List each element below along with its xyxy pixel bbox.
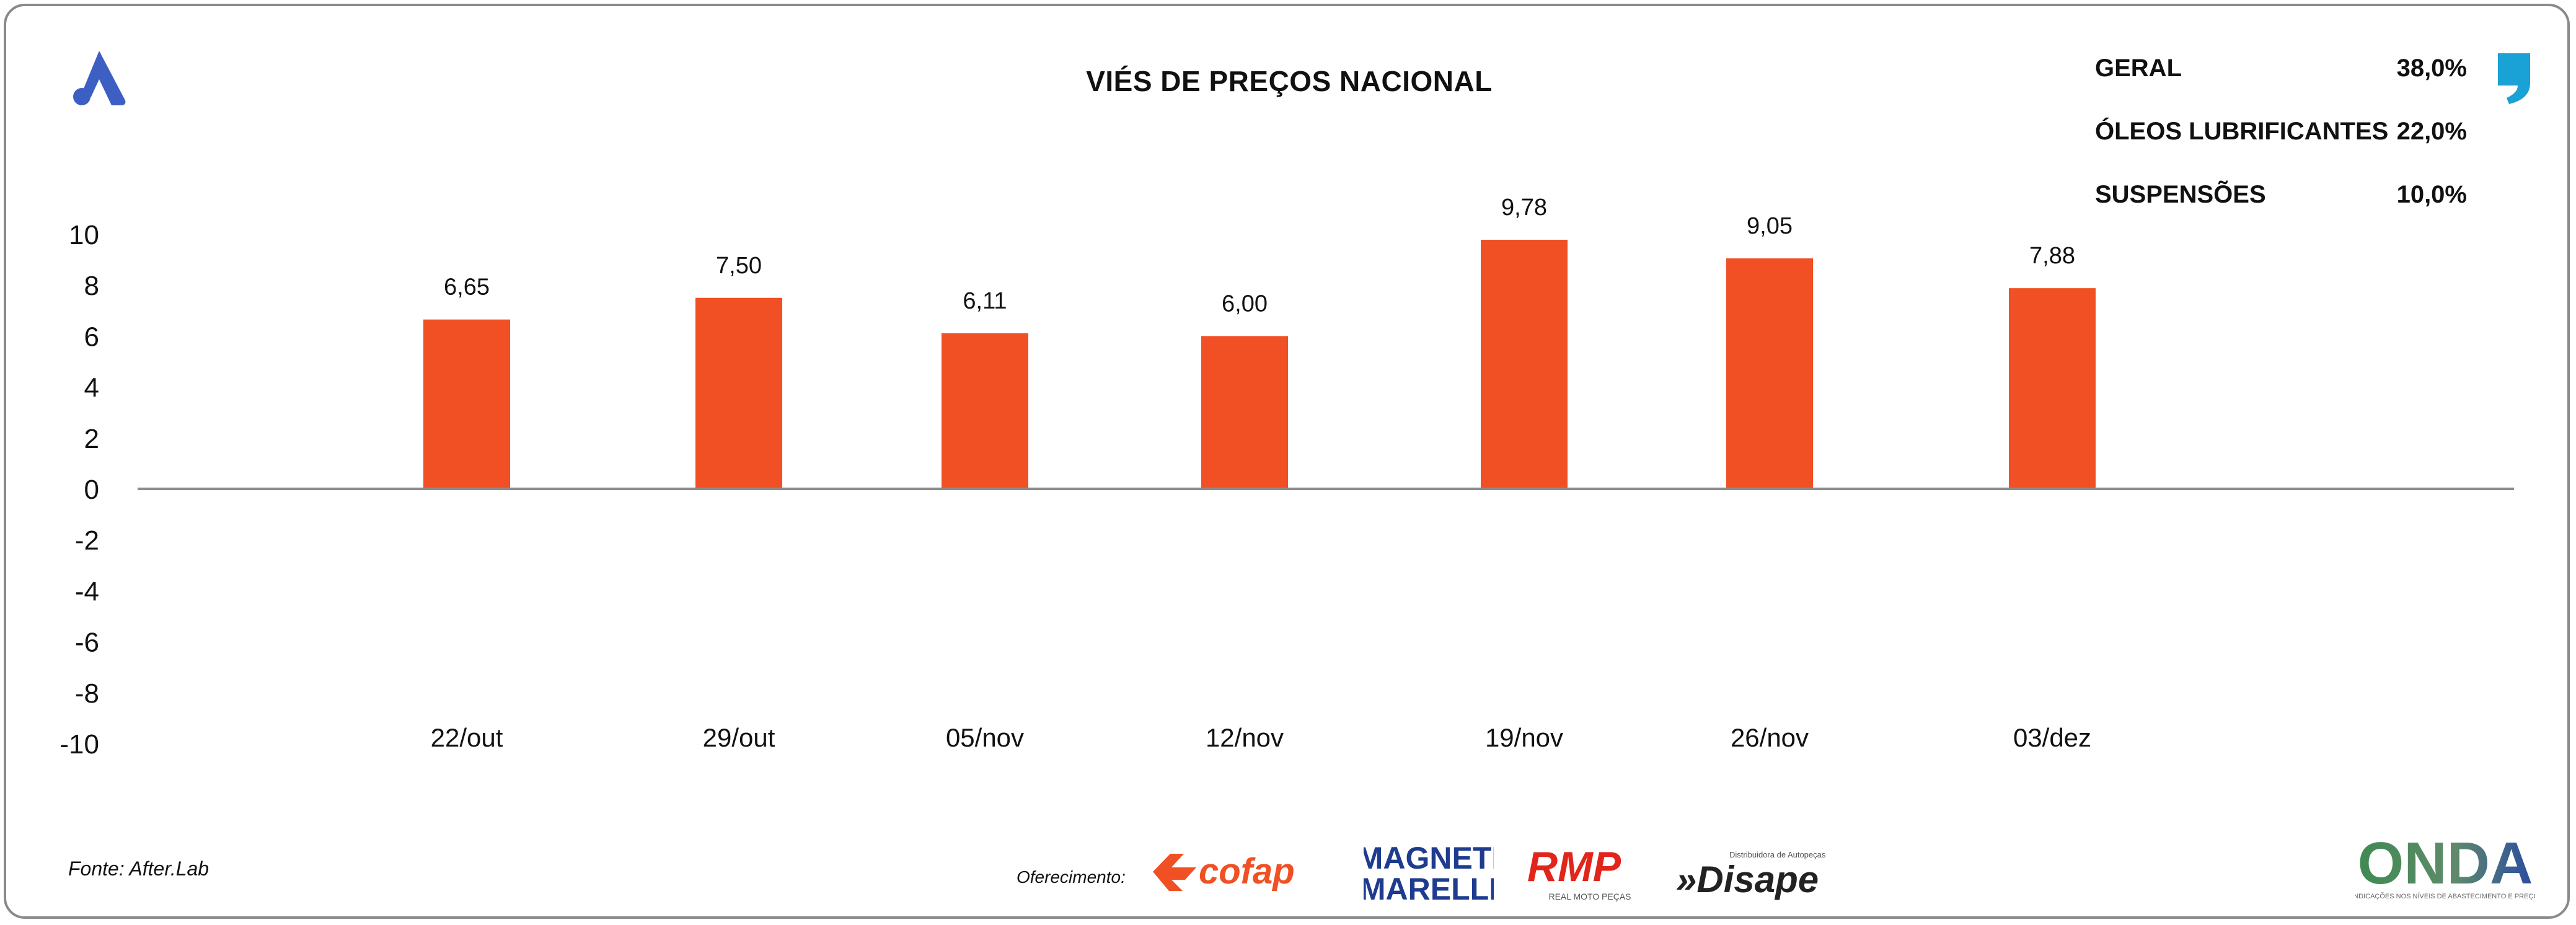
bar xyxy=(695,297,782,489)
stat-label: ÓLEOS LUBRIFICANTES xyxy=(2095,118,2389,145)
onda-subtitle: INDICAÇÕES NOS NÍVEIS DE ABASTECIMENTO E… xyxy=(2355,892,2535,900)
y-tick-label: 8 xyxy=(84,271,99,301)
y-tick-label: -4 xyxy=(75,576,99,607)
x-tick-label: 19/nov xyxy=(1485,723,1563,752)
bar xyxy=(2009,288,2096,489)
stat-row-oleos: ÓLEOS LUBRIFICANTES 22,0% xyxy=(2095,118,2467,181)
stat-row-geral: GERAL 38,0% xyxy=(2095,55,2467,118)
magneti-wordmark: MAGNETI xyxy=(1364,841,1494,875)
bar-value-label: 7,50 xyxy=(716,253,762,279)
x-tick-label: 12/nov xyxy=(1206,723,1284,752)
y-tick-label: -10 xyxy=(60,729,99,760)
source-note: Fonte: After.Lab xyxy=(68,857,210,880)
onda-logo: ONDA INDICAÇÕES NOS NÍVEIS DE ABASTECIME… xyxy=(2355,830,2535,900)
stat-value: 38,0% xyxy=(2396,55,2467,82)
y-tick-label: 2 xyxy=(84,424,99,454)
rmp-wordmark: RMP xyxy=(1527,843,1621,890)
disape-subtitle: Distribuidora de Autopeças xyxy=(1729,850,1826,859)
rmp-logo: RMP REAL MOTO PEÇAS xyxy=(1527,843,1631,901)
y-tick-label: -2 xyxy=(75,525,99,556)
stats-panel: GERAL 38,0% ÓLEOS LUBRIFICANTES 22,0% SU… xyxy=(2095,55,2467,244)
cofap-logo: cofap xyxy=(1153,851,1295,892)
y-tick-label: -6 xyxy=(75,628,99,658)
stat-label: SUSPENSÕES xyxy=(2095,181,2266,208)
x-tick-label: 05/nov xyxy=(946,723,1024,752)
y-tick-label: 10 xyxy=(69,220,99,250)
after-lab-logo-icon xyxy=(73,51,126,105)
bar-value-label: 9,05 xyxy=(1747,213,1793,239)
bar xyxy=(1201,336,1288,489)
cofap-wordmark: cofap xyxy=(1199,851,1295,892)
y-tick-label: 6 xyxy=(84,322,99,352)
rmp-subtitle: REAL MOTO PEÇAS xyxy=(1548,892,1631,901)
disape-wordmark: »Disape xyxy=(1676,859,1819,900)
bar-value-label: 9,78 xyxy=(1501,195,1547,221)
y-tick-label: -8 xyxy=(75,678,99,709)
stat-value: 10,0% xyxy=(2396,181,2467,208)
sponsor-label: Oferecimento: xyxy=(1017,867,1126,887)
x-tick-label: 03/dez xyxy=(2013,723,2091,752)
disape-logo: Distribuidora de Autopeças »Disape xyxy=(1676,850,1826,900)
chart-title: VIÉS DE PREÇOS NACIONAL xyxy=(1086,65,1493,97)
bar xyxy=(1726,258,1813,489)
bar xyxy=(423,319,510,489)
x-tick-label: 26/nov xyxy=(1731,723,1809,752)
bar-value-label: 7,88 xyxy=(2029,243,2075,269)
x-tick-label: 22/out xyxy=(431,723,503,752)
x-tick-label: 29/out xyxy=(703,723,775,752)
bar xyxy=(942,333,1028,489)
bar xyxy=(1481,240,1568,489)
y-tick-label: 4 xyxy=(84,373,99,403)
bar-value-label: 6,11 xyxy=(963,288,1007,314)
stat-label: GERAL xyxy=(2095,55,2182,82)
marelli-wordmark: MARELLI xyxy=(1364,872,1494,906)
y-tick-label: 0 xyxy=(84,475,99,505)
bar-value-label: 6,65 xyxy=(444,274,490,300)
magneti-marelli-logo: MAGNETI MARELLI xyxy=(1364,841,1494,906)
stat-row-suspensoes: SUSPENSÕES 10,0% xyxy=(2095,181,2467,244)
quote-mark-icon xyxy=(2498,53,2530,104)
bar-value-label: 6,00 xyxy=(1222,291,1268,317)
stat-value: 22,0% xyxy=(2396,118,2467,145)
bar-chart: 10 8 6 4 2 0 -2 -4 -6 -8 -10 6,65 22/out 7,50 29/out 6,… xyxy=(60,195,2514,760)
onda-wordmark: ONDA xyxy=(2358,830,2533,897)
